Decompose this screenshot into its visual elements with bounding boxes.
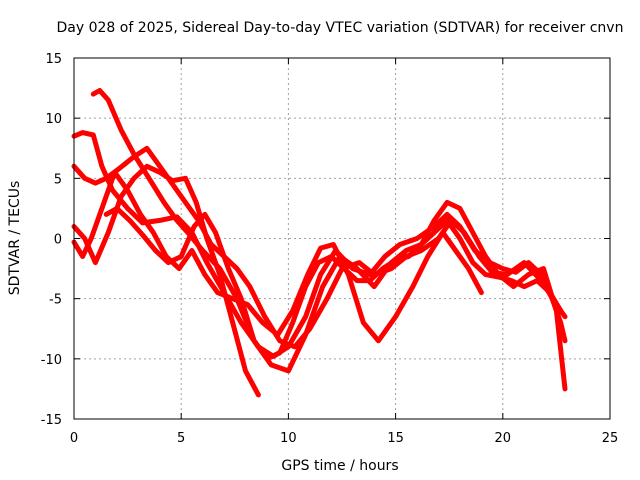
grid: [74, 58, 610, 419]
series-line-s3: [71, 145, 568, 350]
y-tick-label: 15: [45, 52, 62, 67]
y-tick-label: 10: [45, 112, 62, 127]
chart-title: Day 028 of 2025, Sidereal Day-to-day VTE…: [57, 20, 624, 36]
x-tick-label: 5: [177, 431, 185, 446]
y-tick-label: -10: [41, 353, 62, 368]
series-layer: [71, 88, 568, 398]
y-tick-label: -5: [49, 293, 62, 308]
series-line-s5: [71, 163, 261, 398]
series-line-s1: [71, 130, 568, 359]
y-axis-label: SDTVAR / TECUs: [7, 181, 23, 296]
ticks: 0 5 10 15 20 25 -15 -10 -5 0 5 10 15: [41, 52, 619, 446]
series-line-s6: [103, 205, 564, 362]
x-tick-label: 10: [280, 431, 297, 446]
series-line-s2: [90, 88, 568, 392]
y-tick-label: 5: [54, 172, 62, 187]
x-tick-label: 25: [602, 431, 619, 446]
x-tick-label: 15: [387, 431, 404, 446]
y-tick-label: -15: [41, 413, 62, 428]
x-tick-label: 20: [495, 431, 512, 446]
series-line-s4: [71, 169, 484, 344]
x-axis-label: GPS time / hours: [281, 458, 398, 474]
y-tick-label: 0: [54, 233, 62, 248]
x-tick-label: 0: [70, 431, 78, 446]
